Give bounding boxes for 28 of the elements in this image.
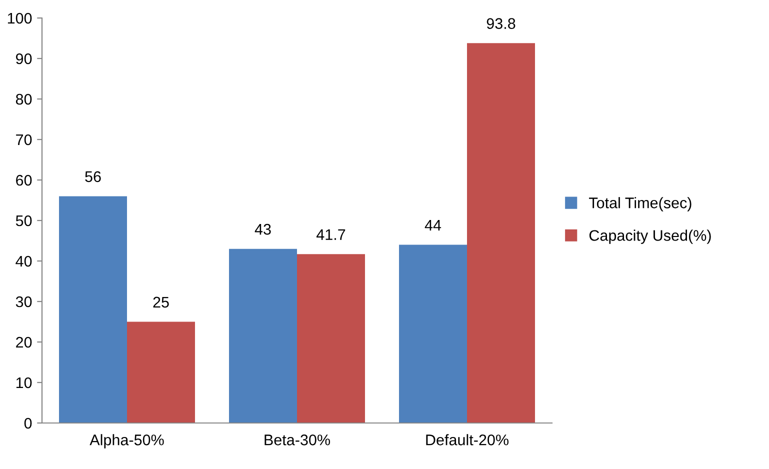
data-label: 44 [424,220,442,231]
bar [229,248,297,423]
data-label: 41.7 [316,229,346,240]
y-tick-label: 80 [16,94,32,105]
bar [127,322,195,423]
bar [467,43,535,423]
y-tick-label: 90 [16,53,32,64]
y-tick-label: 10 [16,377,32,388]
legend-label: Total Time(sec) [589,197,692,212]
y-tick-label: 50 [16,215,32,226]
y-tick-label: 0 [24,418,32,429]
bar [399,244,467,423]
x-tick-label: Default-20% [426,434,508,446]
data-label: 93.8 [486,18,516,29]
y-tick-label: 40 [16,256,32,267]
data-label: 43 [254,224,271,235]
x-tick-label: Alpha-50% [90,434,164,448]
x-tick-label: Beta-30% [264,434,330,446]
y-tick-label: 60 [16,174,32,186]
y-tick-label: 20 [16,336,32,348]
data-label: 56 [85,171,101,182]
y-tick-label: 100 [8,12,32,24]
bar [59,196,127,423]
y-tick-label: 30 [16,296,32,308]
bar [297,254,365,423]
data-label: 25 [153,296,169,308]
legend-label: Capacity Used(%) [589,230,711,244]
y-tick-label: 70 [16,134,32,146]
